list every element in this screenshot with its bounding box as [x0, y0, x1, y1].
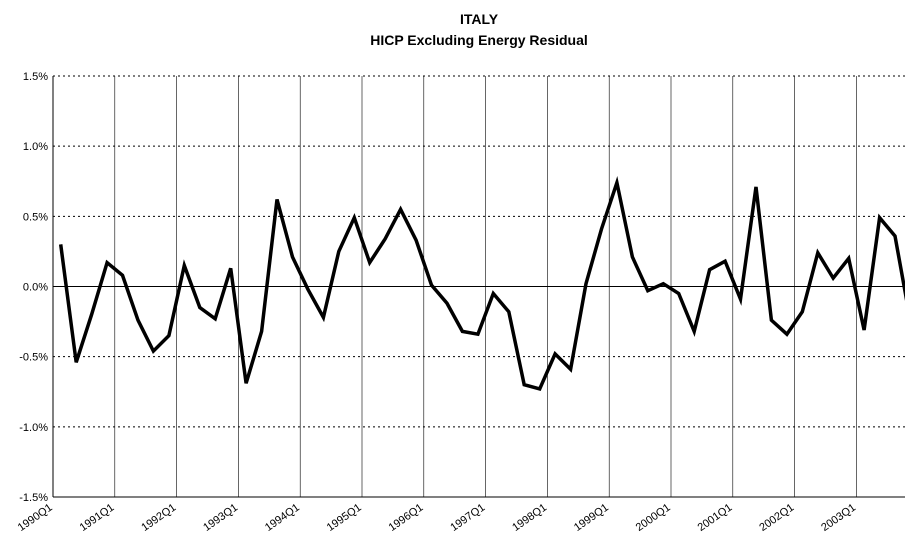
- x-tick-label: 1992Q1: [139, 502, 178, 534]
- y-tick-label: 0.5%: [23, 211, 48, 223]
- x-tick-label: 1999Q1: [572, 502, 611, 534]
- x-tick-label: 2000Q1: [634, 502, 673, 534]
- y-tick-label: 0.0%: [23, 282, 48, 294]
- y-tick-label: -0.5%: [19, 352, 48, 364]
- x-tick-label: 1997Q1: [448, 502, 487, 534]
- x-tick-label: 2003Q1: [819, 502, 858, 534]
- x-tick-label: 1991Q1: [78, 502, 117, 534]
- x-tick-label: 2001Q1: [696, 502, 735, 534]
- chart-subtitle: HICP Excluding Energy Residual: [370, 32, 588, 48]
- y-tick-label: 1.5%: [23, 71, 48, 83]
- x-tick-label: 1993Q1: [201, 502, 240, 534]
- y-tick-label: 1.0%: [23, 141, 48, 153]
- y-tick-label: -1.0%: [19, 422, 48, 434]
- x-tick-label: 1998Q1: [510, 502, 549, 534]
- x-tick-label: 1994Q1: [263, 502, 302, 534]
- y-tick-label: -1.5%: [19, 492, 48, 504]
- x-tick-label: 1990Q1: [16, 502, 55, 534]
- data-line: [58, 175, 905, 391]
- x-tick-label: 1995Q1: [325, 502, 364, 534]
- x-tick-label: 1996Q1: [387, 502, 426, 534]
- chart-title: ITALY: [460, 11, 499, 27]
- x-tick-label: 2002Q1: [757, 502, 796, 534]
